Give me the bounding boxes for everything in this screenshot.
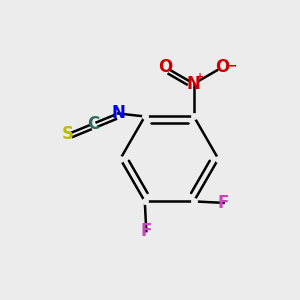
Text: F: F	[218, 194, 229, 212]
Text: −: −	[226, 59, 237, 72]
Text: S: S	[61, 125, 74, 143]
Text: N: N	[111, 104, 125, 122]
Text: O: O	[215, 58, 229, 76]
Text: O: O	[158, 58, 173, 76]
Text: +: +	[196, 72, 204, 82]
Text: F: F	[141, 222, 152, 240]
Text: C: C	[87, 115, 99, 133]
Text: N: N	[187, 75, 201, 93]
